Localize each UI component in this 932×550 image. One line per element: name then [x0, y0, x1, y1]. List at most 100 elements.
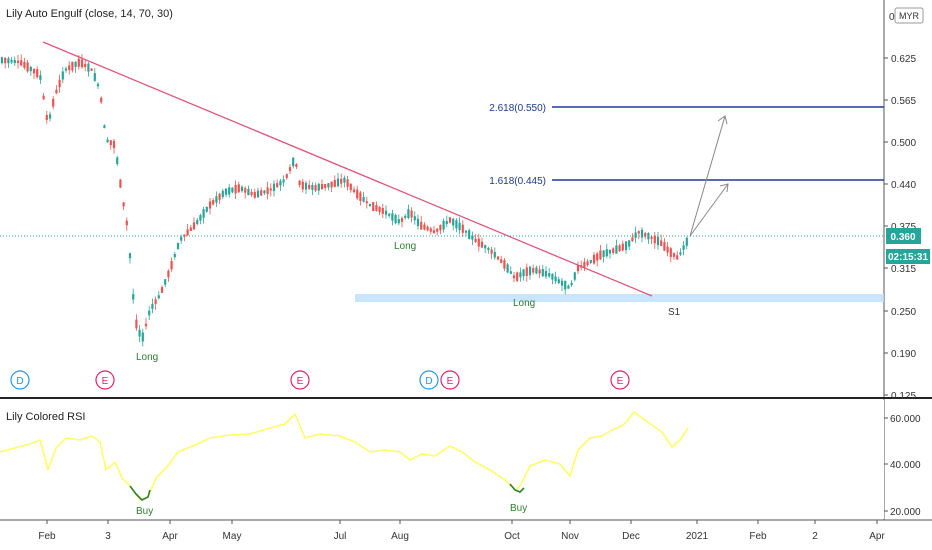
candle-body: [538, 269, 541, 274]
candle-body: [266, 187, 269, 195]
price-pane[interactable]: [0, 0, 884, 398]
candle-body: [548, 273, 551, 277]
candle-body: [509, 271, 512, 274]
candle-body: [525, 267, 528, 276]
candle-body: [557, 279, 560, 284]
candle-body: [135, 319, 138, 329]
candle-body: [436, 228, 439, 232]
candle-body: [170, 261, 173, 270]
candle-body: [256, 190, 260, 198]
candle-body: [484, 245, 487, 249]
candle-body: [368, 203, 372, 207]
candle-body: [455, 220, 458, 229]
candle-body: [477, 238, 480, 247]
rsi-oversold-segment: [509, 483, 525, 493]
candle-body: [231, 187, 234, 193]
candle-body: [64, 68, 68, 71]
buy-signal-label: Buy: [510, 503, 527, 514]
indicator-title[interactable]: Lily Auto Engulf (close, 14, 70, 30): [6, 8, 173, 20]
candle-body: [583, 261, 586, 268]
time-tick-label: Aug: [391, 531, 409, 542]
earnings-marker[interactable]: [290, 370, 310, 390]
candle-body: [349, 183, 352, 191]
candle-body: [340, 178, 343, 184]
candle-body: [442, 220, 445, 230]
candle-body: [71, 61, 74, 71]
candle-body: [650, 236, 653, 239]
candle-body: [301, 181, 304, 190]
time-tick-label: Oct: [504, 531, 520, 542]
candle-body: [164, 279, 167, 285]
earnings-marker[interactable]: [95, 370, 115, 390]
candle-body: [68, 65, 71, 71]
rsi-oversold-segment: [129, 485, 151, 501]
candle-body: [7, 58, 10, 64]
candle-body: [327, 183, 330, 188]
candle-body: [4, 57, 7, 64]
candle-body: [496, 256, 500, 260]
candle-body: [560, 280, 564, 286]
earnings-marker[interactable]: [610, 370, 630, 390]
projection-arrows[interactable]: [689, 115, 729, 237]
event-marker-letter: D: [16, 376, 23, 387]
candle-body: [640, 229, 644, 238]
support-zone[interactable]: [355, 294, 884, 302]
earnings-marker[interactable]: [440, 370, 460, 390]
long-signal-label: Long: [513, 298, 535, 309]
dividend-marker[interactable]: [419, 370, 439, 390]
candle-body: [416, 218, 420, 227]
candle-body: [154, 299, 157, 304]
candle-body: [512, 275, 516, 279]
rsi-tick-label: 40.000: [890, 460, 921, 471]
candle-body: [103, 125, 106, 129]
candle-body: [212, 199, 215, 205]
candle-body: [0, 57, 4, 64]
candle-body: [605, 249, 608, 257]
candle-body: [48, 114, 52, 119]
candle-body: [32, 68, 36, 74]
candle-body: [199, 215, 202, 221]
price-tick-label: 0.315: [891, 264, 916, 275]
candle-body: [183, 234, 186, 237]
candle-body: [384, 210, 388, 215]
rsi-scale[interactable]: 60.000 40.000 20.000: [884, 414, 921, 518]
candle-body: [519, 272, 522, 278]
candle-body: [474, 238, 477, 243]
candle-body: [452, 218, 455, 226]
candle-body: [228, 187, 231, 195]
candle-body: [676, 255, 679, 260]
candle-body: [250, 191, 253, 195]
candle-body: [205, 206, 208, 212]
candle-body: [602, 250, 605, 258]
candle-body: [464, 230, 468, 233]
candle-body: [112, 140, 116, 149]
candle-body: [314, 185, 317, 191]
rsi-pane[interactable]: [0, 400, 884, 519]
time-tick-label: 2021: [686, 531, 709, 542]
dividend-marker[interactable]: [10, 370, 30, 390]
candle-body: [263, 190, 266, 194]
time-scale[interactable]: Feb 3 Apr May Jul Aug Oct Nov Dec 2021 Feb 2 Apr: [38, 520, 885, 542]
candle-body: [260, 190, 263, 196]
candle-body: [528, 266, 532, 276]
time-tick-label: Feb: [749, 531, 767, 542]
descending-trendline[interactable]: [42, 41, 653, 297]
candle-body: [551, 273, 554, 280]
candle-body: [570, 282, 573, 286]
candle-body: [295, 164, 298, 168]
candle-body: [308, 184, 311, 189]
currency-badge[interactable]: [894, 7, 924, 24]
candle-body: [346, 179, 349, 187]
price-scale[interactable]: 0 0.625 0.565 0.500 0.440 0.375 0.315 0.250 0.19…: [884, 12, 916, 402]
fib-label-2618: 2.618(0.550): [489, 103, 546, 114]
candle-body: [138, 329, 141, 337]
candle-body: [180, 236, 183, 241]
price-tick-label: 0.190: [891, 349, 916, 360]
rsi-title[interactable]: Lily Colored RSI: [6, 411, 85, 423]
candle-body: [42, 95, 45, 100]
event-marker-letter: E: [617, 376, 624, 387]
candle-body: [247, 188, 250, 196]
candle-body: [93, 73, 96, 81]
